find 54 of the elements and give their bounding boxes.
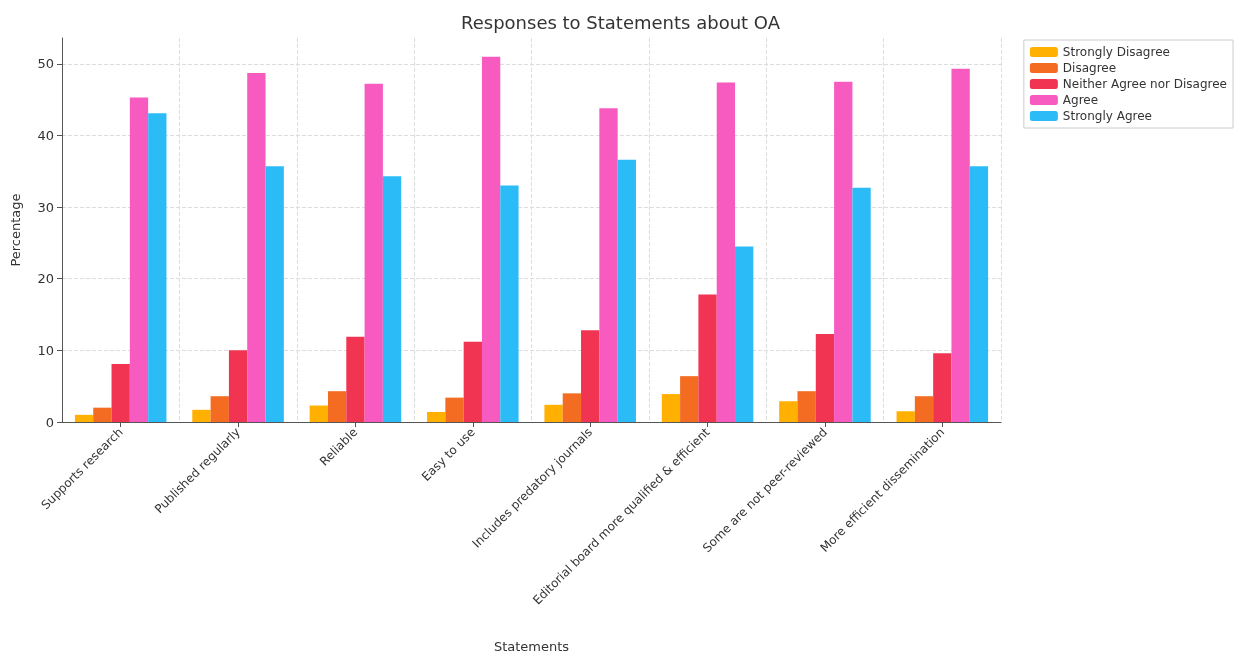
- bar: [834, 81, 853, 422]
- x-axis-title: Statements: [493, 639, 570, 654]
- bar: [382, 176, 402, 422]
- bar: [698, 294, 717, 422]
- bar: [779, 401, 798, 422]
- bar: [951, 68, 970, 422]
- legend-label: Neither Agree nor Disagree: [1062, 77, 1227, 91]
- bar: [581, 330, 600, 422]
- bar: [129, 97, 149, 422]
- bar: [680, 376, 699, 422]
- bar: [265, 166, 284, 422]
- y-tick-label: 0: [45, 414, 54, 430]
- bar: [562, 393, 582, 422]
- y-tick-label: 40: [37, 127, 54, 143]
- bar: [599, 108, 618, 422]
- bar: [481, 56, 501, 422]
- bar: [716, 82, 736, 422]
- bar: [463, 341, 482, 422]
- bar: [192, 409, 211, 422]
- bar: [896, 411, 915, 422]
- chart-title: Responses to Statements about OA: [461, 11, 781, 33]
- bar: [247, 73, 266, 422]
- bar: [617, 159, 636, 422]
- bar: [969, 166, 989, 422]
- bar: [346, 336, 365, 422]
- bar: [74, 414, 94, 422]
- bar: [427, 411, 446, 422]
- bar: [148, 113, 167, 422]
- bar: [852, 187, 871, 422]
- bar: [445, 397, 464, 422]
- bar: [210, 396, 229, 422]
- bar: [797, 391, 816, 422]
- bar: [914, 396, 934, 422]
- bar: [111, 363, 130, 422]
- y-tick-label: 30: [37, 199, 54, 215]
- y-tick-label: 50: [37, 56, 54, 72]
- bar: [933, 353, 952, 422]
- y-tick-label: 20: [37, 271, 54, 287]
- y-tick-label: 10: [37, 342, 54, 358]
- bar: [309, 405, 328, 422]
- legend-label: Disagree: [1062, 61, 1117, 75]
- bar: [228, 350, 248, 422]
- bar: [735, 246, 754, 422]
- bar: [661, 394, 681, 422]
- legend-label: Strongly Disagree: [1062, 45, 1170, 59]
- bar: [500, 185, 519, 422]
- bar: [364, 83, 383, 422]
- legend-label: Strongly Agree: [1062, 109, 1152, 123]
- legend-label: Agree: [1062, 93, 1099, 107]
- y-axis-title: Percentage: [8, 193, 23, 267]
- bar: [544, 404, 563, 422]
- bar: [93, 407, 112, 422]
- bar: [815, 333, 835, 422]
- bar: [327, 391, 347, 422]
